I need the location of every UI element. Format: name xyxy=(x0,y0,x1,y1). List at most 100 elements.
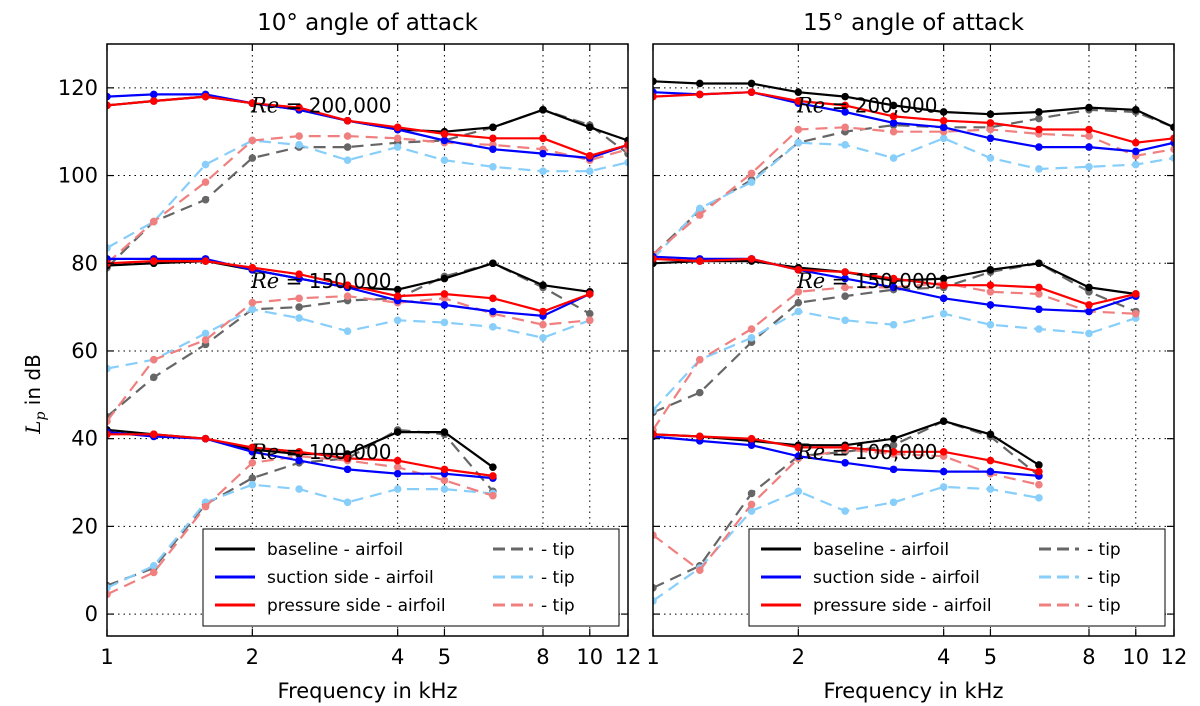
data-point-pressure-tip xyxy=(440,476,449,485)
data-point-pressure-airfoil xyxy=(539,307,547,316)
data-point-pressure-airfoil xyxy=(248,443,257,452)
reynolds-label: Re = 150,000 xyxy=(250,269,391,293)
data-point-baseline-airfoil xyxy=(585,123,594,132)
legend-label: - tip xyxy=(541,540,575,560)
x-tick-label: 12 xyxy=(615,645,642,669)
y-axis-label-main: L xyxy=(21,421,45,435)
data-point-pressure-tip xyxy=(343,132,352,140)
x-tick-label: 8 xyxy=(1082,645,1095,669)
data-point-suction-tip xyxy=(248,305,257,314)
legend: baseline - airfoil suction side - airfoil… xyxy=(748,528,1166,627)
data-point-suction-tip xyxy=(343,156,352,165)
data-point-pressure-tip xyxy=(149,217,158,226)
reynolds-symbol: Re xyxy=(250,93,279,117)
data-point-suction-tip xyxy=(986,485,995,493)
data-point-suction-airfoil xyxy=(1035,305,1043,314)
data-point-pressure-tip xyxy=(201,502,210,511)
data-point-suction-airfoil xyxy=(986,134,995,143)
data-point-suction-airfoil xyxy=(939,467,948,476)
data-point-suction-airfoil xyxy=(343,465,352,474)
data-point-pressure-airfoil xyxy=(695,257,704,265)
data-point-pressure-airfoil xyxy=(1085,125,1093,134)
reynolds-symbol: Re xyxy=(250,269,279,293)
data-point-pressure-tip xyxy=(149,568,158,577)
data-point-pressure-airfoil xyxy=(393,292,402,300)
data-point-suction-tip xyxy=(653,406,657,414)
data-point-baseline-airfoil xyxy=(393,285,402,294)
data-point-baseline-tip xyxy=(295,303,303,311)
series-line-pressure-tip xyxy=(653,126,1174,256)
data-point-baseline-airfoil xyxy=(889,101,898,110)
data-point-pressure-tip xyxy=(248,298,257,307)
data-point-suction-tip xyxy=(295,141,303,149)
panel-title: 10° angle of attack xyxy=(257,10,479,36)
data-point-suction-tip xyxy=(489,162,497,171)
data-point-suction-airfoil xyxy=(889,465,898,474)
reynolds-symbol: Re xyxy=(796,93,825,117)
data-point-baseline-airfoil xyxy=(440,274,449,283)
data-point-pressure-tip xyxy=(747,325,756,333)
legend-label: - tip xyxy=(541,596,575,616)
data-point-baseline-airfoil xyxy=(653,77,657,86)
data-point-baseline-tip xyxy=(201,195,210,204)
data-point-suction-airfoil xyxy=(149,90,158,99)
y-axis-label-rest: in dB xyxy=(21,354,45,411)
data-point-suction-airfoil xyxy=(939,294,948,303)
data-point-pressure-tip xyxy=(107,417,111,425)
data-point-pressure-airfoil xyxy=(939,281,948,289)
data-point-pressure-airfoil xyxy=(149,257,158,265)
data-point-pressure-airfoil xyxy=(986,456,995,465)
data-point-suction-airfoil xyxy=(489,145,497,154)
data-point-pressure-airfoil xyxy=(794,443,803,452)
data-point-pressure-tip xyxy=(1035,480,1043,489)
plot-frame xyxy=(652,43,1175,637)
series-line-pressure-tip xyxy=(653,281,1136,431)
data-point-suction-tip xyxy=(107,244,111,252)
y-tick-label: 40 xyxy=(71,427,98,451)
data-point-suction-tip xyxy=(295,485,303,493)
data-point-pressure-tip xyxy=(1085,132,1093,140)
data-point-suction-tip xyxy=(939,483,948,491)
series-line-pressure-tip xyxy=(107,455,494,596)
legend-label: - tip xyxy=(1087,540,1121,560)
data-point-suction-tip xyxy=(149,562,158,570)
legend-label: - tip xyxy=(541,568,575,588)
data-point-baseline-airfoil xyxy=(1085,283,1093,292)
data-point-baseline-tip xyxy=(248,474,257,482)
data-point-baseline-airfoil xyxy=(1035,461,1043,469)
data-point-suction-airfoil xyxy=(393,469,402,478)
data-point-suction-tip xyxy=(295,314,303,322)
data-point-suction-airfoil xyxy=(489,307,497,316)
data-point-baseline-airfoil xyxy=(939,417,948,425)
data-point-baseline-airfoil xyxy=(841,92,849,101)
x-tick-label: 2 xyxy=(246,645,259,669)
data-point-pressure-tip xyxy=(695,566,704,575)
data-point-pressure-airfoil xyxy=(489,294,497,303)
data-point-baseline-airfoil xyxy=(489,463,497,471)
y-axis-label-sub: p xyxy=(33,412,49,421)
data-point-suction-airfoil xyxy=(107,92,111,101)
data-point-pressure-airfoil xyxy=(1131,290,1140,298)
data-point-pressure-tip xyxy=(889,127,898,136)
data-point-baseline-airfoil xyxy=(539,281,547,289)
x-tick-label: 8 xyxy=(536,645,549,669)
data-point-suction-tip xyxy=(539,167,547,175)
data-point-pressure-tip xyxy=(201,178,210,186)
data-point-pressure-airfoil xyxy=(248,263,257,272)
legend-label: pressure side - airfoil xyxy=(813,596,992,616)
data-point-baseline-tip xyxy=(695,388,704,397)
reynolds-symbol: Re xyxy=(250,440,279,464)
data-point-suction-airfoil xyxy=(440,301,449,309)
data-point-suction-tip xyxy=(1085,329,1093,338)
reynolds-value: = 100,000 xyxy=(825,440,937,464)
data-point-suction-airfoil xyxy=(1085,143,1093,151)
reynolds-label: Re = 200,000 xyxy=(796,93,937,117)
data-point-suction-tip xyxy=(343,327,352,336)
data-point-suction-airfoil xyxy=(1131,147,1140,156)
reynolds-label: Re = 200,000 xyxy=(250,93,391,117)
chart-panels: 10° angle of attack Re = 200,000 Re = 150,… xyxy=(58,10,1187,703)
data-point-pressure-airfoil xyxy=(201,434,210,443)
data-point-baseline-airfoil xyxy=(889,434,898,443)
data-point-pressure-airfoil xyxy=(107,430,111,439)
data-point-suction-airfoil xyxy=(986,467,995,476)
